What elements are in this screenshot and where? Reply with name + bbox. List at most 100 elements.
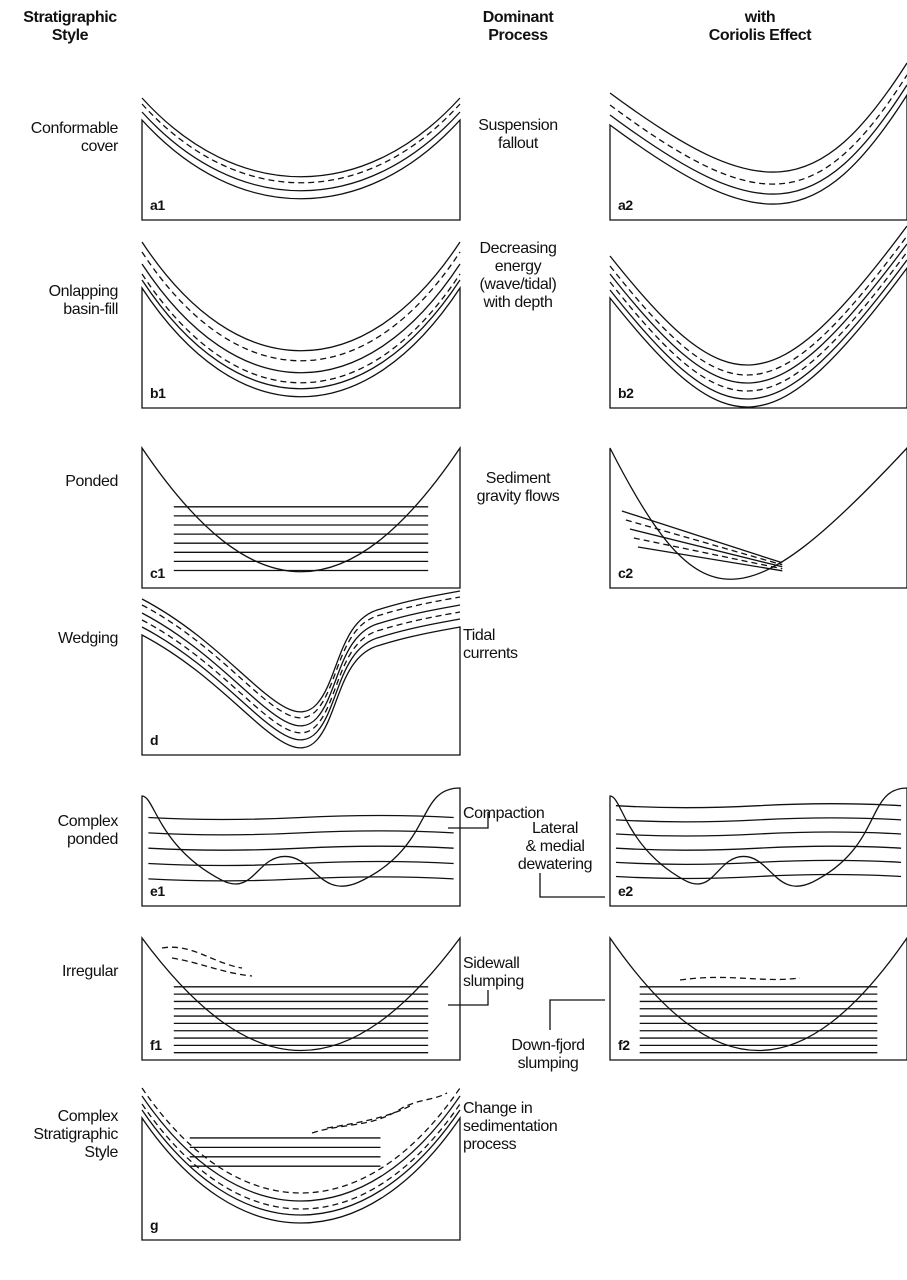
panel-label: f2	[618, 1037, 630, 1053]
panel: c2	[609, 447, 907, 589]
process-label: process	[463, 1136, 517, 1153]
bedrock	[141, 118, 461, 221]
panel-label: b2	[618, 385, 634, 401]
process-label: & medial	[525, 838, 584, 855]
layer	[141, 611, 461, 734]
process-label: sedimentation	[463, 1118, 557, 1135]
process-label: with depth	[483, 294, 553, 311]
layer-line	[615, 831, 902, 837]
layer-line	[625, 519, 783, 566]
layer	[609, 251, 907, 392]
style-label: Conformable	[31, 120, 119, 137]
process-label: slumping	[463, 973, 524, 990]
layer	[609, 259, 907, 400]
layer	[141, 1103, 461, 1210]
panel-label: g	[150, 1217, 158, 1233]
panel: g	[141, 1087, 461, 1241]
panel: b1	[141, 241, 461, 409]
layer	[141, 279, 461, 390]
layer	[141, 590, 461, 713]
layer-line	[615, 803, 902, 809]
process-label: Decreasing	[480, 240, 557, 257]
layer	[609, 62, 907, 173]
layer	[609, 235, 907, 376]
bedrock	[141, 936, 461, 1061]
panel: c1	[141, 445, 461, 589]
layer	[141, 263, 461, 374]
bedrock	[141, 285, 461, 409]
header: with	[744, 9, 775, 26]
slump	[311, 1092, 448, 1134]
panel: f2	[609, 935, 907, 1061]
connector	[448, 990, 489, 1006]
layer-line	[615, 859, 902, 865]
process-label: energy	[495, 258, 542, 275]
process-label: slumping	[518, 1055, 579, 1072]
bedrock	[609, 935, 907, 1061]
process-label: (wave/tidal)	[479, 276, 556, 293]
header: Process	[488, 27, 548, 44]
process-label: Sediment	[486, 470, 551, 487]
style-label: Complex	[58, 1108, 119, 1125]
style-label: basin-fill	[63, 301, 118, 318]
process-label: Down-fjord	[511, 1037, 584, 1054]
panel-label: e2	[618, 883, 633, 899]
header: Dominant	[483, 9, 555, 26]
panel: f1	[141, 936, 461, 1061]
layer-line	[637, 546, 783, 572]
layer-line	[148, 814, 454, 821]
layer	[609, 84, 907, 195]
slump	[161, 946, 253, 977]
process-label: Suspension	[478, 117, 558, 134]
panel-label: c1	[150, 565, 165, 581]
process-label: Sidewall	[463, 955, 519, 972]
bedrock	[141, 1115, 461, 1241]
layer	[141, 103, 461, 184]
layer	[141, 618, 461, 741]
bedrock	[141, 445, 461, 589]
layer	[609, 243, 907, 384]
layer-line	[148, 830, 454, 836]
bedrock	[609, 93, 907, 221]
panel-label: d	[150, 732, 158, 748]
layer-line	[615, 845, 902, 851]
process-label: dewatering	[518, 856, 592, 873]
style-label: Irregular	[62, 963, 119, 980]
bedrock	[609, 447, 907, 589]
panel-label: a1	[150, 197, 165, 213]
process-label: Compaction	[463, 805, 544, 822]
layer	[141, 273, 461, 384]
panel: b2	[609, 225, 907, 409]
connector	[448, 812, 489, 829]
layer-line	[615, 817, 902, 823]
panel-label: f1	[150, 1037, 162, 1053]
slump	[679, 976, 801, 981]
layer	[141, 1095, 461, 1202]
panel-label: b1	[150, 385, 166, 401]
style-label: Complex	[58, 813, 119, 830]
process-label: currents	[463, 645, 518, 662]
bedrock	[141, 787, 461, 907]
style-label: Onlapping	[49, 283, 118, 300]
style-label: Stratigraphic	[33, 1126, 118, 1143]
layer	[141, 111, 461, 192]
header: Stratigraphic	[23, 9, 117, 26]
panel: d	[141, 590, 461, 756]
layer-line	[148, 845, 454, 851]
connector	[549, 999, 605, 1030]
process-label: gravity flows	[477, 488, 560, 505]
panel: e1	[141, 787, 461, 907]
layer	[141, 251, 461, 362]
layer	[141, 97, 461, 178]
style-label: cover	[81, 138, 119, 155]
panel-label: c2	[618, 565, 633, 581]
layer	[141, 596, 461, 719]
style-label: Wedging	[58, 630, 118, 647]
layer-line	[148, 876, 454, 882]
panel: a2	[609, 62, 907, 221]
bedrock	[141, 626, 461, 756]
layer	[141, 604, 461, 727]
connector	[539, 873, 605, 898]
panel-label: a2	[618, 197, 633, 213]
process-label: Change in	[463, 1100, 532, 1117]
